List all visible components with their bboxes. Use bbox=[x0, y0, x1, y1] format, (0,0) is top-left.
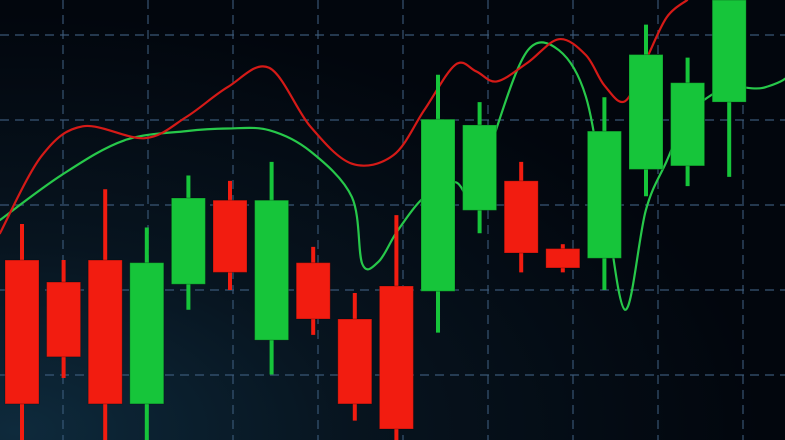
candle-body bbox=[420, 118, 456, 292]
candle-body bbox=[378, 285, 414, 430]
candle-body bbox=[129, 262, 165, 405]
candle-body bbox=[711, 0, 747, 103]
candle-body bbox=[545, 248, 581, 269]
candle-body bbox=[628, 54, 664, 170]
candle-body bbox=[254, 199, 290, 341]
bullish-candle bbox=[462, 102, 498, 234]
red-line bbox=[0, 0, 689, 235]
bullish-candle bbox=[628, 24, 664, 197]
candle-body bbox=[337, 318, 373, 405]
bearish-candle bbox=[212, 180, 248, 290]
candle-body bbox=[46, 281, 82, 358]
candle-body bbox=[170, 197, 206, 285]
bearish-candle bbox=[87, 189, 123, 440]
bullish-candle bbox=[254, 161, 290, 375]
candle-body bbox=[4, 259, 40, 405]
bullish-candle bbox=[170, 175, 206, 310]
bullish-candle bbox=[586, 97, 622, 290]
bullish-candle bbox=[420, 74, 456, 333]
candle-body bbox=[670, 82, 706, 167]
bullish-candle bbox=[670, 57, 706, 187]
bullish-candle bbox=[711, 0, 747, 177]
candle-body bbox=[503, 180, 539, 254]
candle-body bbox=[295, 262, 331, 320]
bullish-candle bbox=[129, 227, 165, 440]
bearish-candle bbox=[503, 161, 539, 273]
candle-body bbox=[87, 259, 123, 405]
bearish-candle bbox=[295, 246, 331, 335]
bearish-candle bbox=[337, 293, 373, 421]
bearish-candle bbox=[545, 244, 581, 273]
candle-body bbox=[586, 130, 622, 259]
bearish-candle bbox=[46, 260, 82, 378]
candle-body bbox=[212, 199, 248, 273]
candle-body bbox=[462, 124, 498, 211]
bearish-candle bbox=[378, 215, 414, 440]
candles bbox=[4, 0, 747, 440]
bearish-candle bbox=[4, 223, 40, 440]
